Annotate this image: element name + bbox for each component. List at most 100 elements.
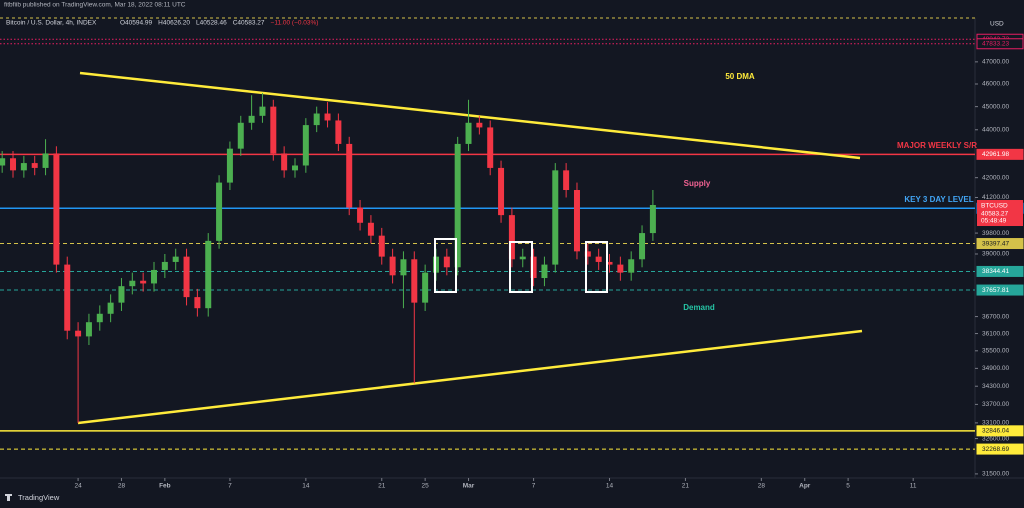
level-box	[976, 38, 1024, 50]
candle-body	[400, 259, 407, 276]
candle-body	[0, 158, 6, 166]
y-tick-label: 35500.00	[982, 348, 1009, 355]
candle-body	[281, 153, 288, 171]
candle-body	[454, 143, 461, 268]
candle-body	[64, 264, 71, 331]
levels	[0, 38, 975, 450]
level-box	[976, 443, 1024, 455]
candle-body	[205, 240, 212, 309]
candle-body	[606, 261, 613, 265]
resistance-trendline	[79, 71, 861, 160]
candle-body	[140, 280, 147, 284]
candle-body	[270, 106, 277, 154]
x-tick-label: Mar	[463, 483, 475, 490]
candle-body	[541, 264, 548, 279]
x-tick-label: 25	[422, 483, 430, 490]
candle-body	[422, 272, 429, 303]
candle-body	[183, 256, 190, 298]
candle-body	[151, 269, 158, 284]
x-tick-label: 14	[606, 483, 614, 490]
candle-body	[617, 264, 624, 273]
x-tick-label: 5	[846, 483, 850, 490]
candle-body	[552, 170, 559, 265]
zone-box	[434, 238, 457, 293]
annotation: 50 DMA	[725, 72, 755, 81]
candle-body	[216, 182, 223, 241]
x-tick-label: 28	[118, 483, 126, 490]
y-tick-label: 32600.00	[982, 435, 1009, 442]
symbol-legend: Bitcoin / U.S. Dollar, 4h, INDEX O40594.…	[6, 20, 318, 27]
candle-body	[31, 163, 38, 168]
candle-body	[476, 122, 483, 128]
candle-body	[129, 280, 136, 287]
candle-body	[378, 235, 385, 257]
publisher: fitbfiib published on TradingView.com, M…	[4, 2, 186, 9]
axes: 47000.00 46000.00 45000.00 44000.00 42000.00…	[74, 33, 1024, 490]
candle-body	[367, 222, 374, 236]
ohlc-value: O40594.99	[120, 20, 153, 27]
candle-body	[584, 251, 591, 257]
y-tick-label: 44000.00	[982, 126, 1009, 133]
level-box	[976, 238, 1024, 250]
currency: USD	[990, 21, 1004, 28]
candle-body	[10, 158, 17, 171]
candle-body	[85, 322, 92, 337]
candle-body	[248, 115, 255, 123]
candle-body	[302, 125, 309, 166]
candles	[0, 92, 656, 423]
candle-body	[498, 167, 505, 216]
level-label: 38344.41	[982, 268, 1009, 275]
symbol: Bitcoin / U.S. Dollar, 4h, INDEX	[6, 20, 97, 27]
x-tick-label: Feb	[159, 483, 171, 490]
x-tick-label: 21	[682, 483, 690, 490]
logo	[5, 494, 12, 501]
candle-body	[487, 127, 494, 168]
y-tick-label: 42000.00	[982, 174, 1009, 181]
support-trendline	[77, 329, 863, 425]
y-tick-label: 47000.00	[982, 59, 1009, 66]
candle-body	[563, 170, 570, 191]
level-label: 32846.04	[982, 428, 1009, 435]
y-tick-label: 36700.00	[982, 313, 1009, 320]
y-tick-label: 33700.00	[982, 401, 1009, 408]
level-label: 37657.81	[982, 287, 1009, 294]
candle-body	[573, 190, 580, 252]
candle-body	[107, 302, 114, 314]
candle-body	[259, 106, 266, 116]
y-tick-label: 33100.00	[982, 420, 1009, 427]
zone-box	[509, 241, 533, 293]
ohlc-value: −11.00 (−0.03%)	[271, 20, 319, 27]
candle-body	[118, 286, 125, 303]
candle-body	[42, 153, 49, 168]
candle-body	[628, 259, 635, 273]
y-tick-label: 39800.00	[982, 230, 1009, 237]
y-tick-label: 31500.00	[982, 471, 1009, 478]
candle-body	[96, 313, 103, 323]
candle-body	[389, 256, 396, 276]
candle-body	[346, 143, 353, 208]
zone-box	[585, 241, 608, 293]
candle-body	[172, 256, 179, 262]
candle-body	[639, 233, 646, 260]
candle-body	[595, 256, 602, 262]
candle-body	[291, 165, 298, 171]
candle-body	[161, 261, 168, 270]
candle-body	[237, 122, 244, 149]
y-tick-label: 46000.00	[982, 81, 1009, 88]
candle-body	[313, 113, 320, 126]
candle-body	[411, 259, 418, 303]
price-symbol: BTCUSD	[981, 203, 1008, 210]
x-tick-label: 21	[378, 483, 386, 490]
y-tick-label: 34900.00	[982, 365, 1009, 372]
y-tick-label: 36100.00	[982, 330, 1009, 337]
ohlc-value: C40583.27	[233, 20, 265, 27]
level-box	[976, 265, 1024, 277]
level-box	[976, 425, 1024, 437]
x-tick-label: 11	[910, 483, 917, 490]
candle-body	[443, 256, 450, 268]
price-box	[977, 200, 1023, 227]
level-label: 32268.69	[982, 446, 1009, 453]
x-tick-label: 7	[228, 483, 232, 490]
x-tick-label: 7	[532, 483, 536, 490]
candle-body	[508, 215, 515, 260]
